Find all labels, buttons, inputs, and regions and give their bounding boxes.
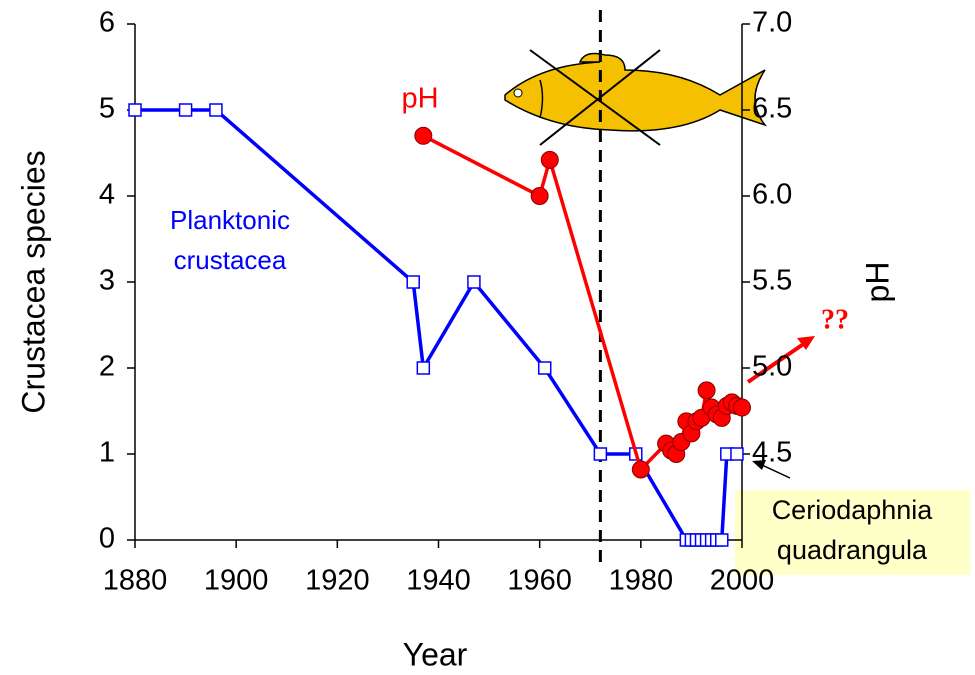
y2-axis-title: pH (859, 262, 895, 303)
x-tick-label: 1940 (406, 565, 471, 597)
point (698, 382, 715, 399)
point (539, 362, 551, 374)
point (632, 461, 649, 478)
point (716, 534, 728, 546)
x-tick-label: 1920 (305, 565, 370, 597)
x-tick-label: 1960 (507, 565, 572, 597)
y-tick-label: 6 (99, 7, 115, 39)
crustacea-label: Planktonic (170, 205, 290, 235)
y-axis-title: Crustacea species (15, 150, 51, 413)
y2-tick-label: 7.0 (752, 7, 792, 39)
y-tick-label: 0 (99, 523, 115, 555)
x-tick-label: 1980 (609, 565, 674, 597)
y-tick-label: 3 (99, 265, 115, 297)
point (541, 151, 558, 168)
y-tick-label: 2 (99, 351, 115, 383)
crustacea-label: crustacea (174, 245, 287, 275)
x-tick-label: 1880 (103, 565, 168, 597)
chart: pH Planktonic crustacea ?? Ceriodaphnia … (0, 0, 975, 675)
y-tick-label: 4 (99, 179, 115, 211)
ph-label: pH (401, 83, 438, 115)
point (415, 127, 432, 144)
x-tick-label: 2000 (710, 565, 775, 597)
point (129, 104, 141, 116)
point (594, 448, 606, 460)
question-label: ?? (821, 304, 849, 335)
note-text: quadrangula (777, 535, 928, 565)
y2-tick-label: 5.0 (752, 351, 792, 383)
x-tick-label: 1900 (204, 565, 269, 597)
y-tick-label: 5 (99, 93, 115, 125)
y-tick-label: 1 (99, 437, 115, 469)
point (417, 362, 429, 374)
point (531, 188, 548, 205)
point (180, 104, 192, 116)
y2-tick-label: 6.5 (752, 93, 792, 125)
y2-tick-label: 4.5 (752, 437, 792, 469)
point (734, 399, 751, 416)
y2-tick-label: 6.0 (752, 179, 792, 211)
fish-icon (505, 50, 765, 145)
point (468, 276, 480, 288)
point (731, 448, 743, 460)
point (210, 104, 222, 116)
point (407, 276, 419, 288)
y2-tick-label: 5.5 (752, 265, 792, 297)
x-axis-title: Year (403, 636, 468, 672)
note-text: Ceriodaphnia (772, 495, 934, 525)
